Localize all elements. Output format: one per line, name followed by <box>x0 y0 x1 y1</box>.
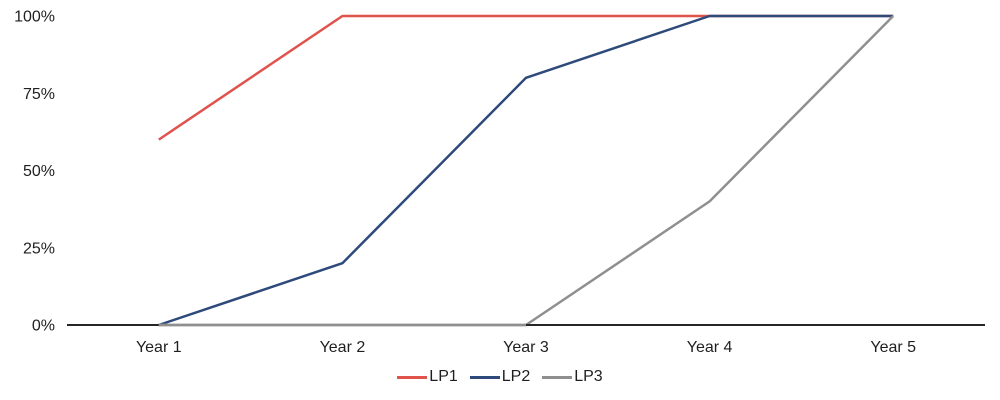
legend-label-lp2: LP2 <box>501 368 531 385</box>
series-line-lp2 <box>158 14 894 327</box>
legend-label-lp1: LP1 <box>429 368 458 385</box>
x-tick-label: Year 1 <box>136 339 182 356</box>
x-tick-label: Year 3 <box>503 339 549 356</box>
legend-swatch-lp1 <box>397 375 428 379</box>
series-line-lp3 <box>158 15 895 327</box>
legend-label-lp3: LP3 <box>574 368 603 385</box>
legend-item-lp1: LP1 <box>397 368 458 385</box>
series-lines <box>158 14 895 327</box>
y-tick-label: 75% <box>23 86 55 103</box>
y-tick-label: 50% <box>23 163 55 180</box>
legend-item-lp2: LP2 <box>469 368 531 385</box>
y-axis-labels: 0% 25% 50% 75% 100% <box>14 9 55 335</box>
legend-swatch-lp2 <box>469 375 500 379</box>
y-tick-label: 25% <box>23 240 55 257</box>
chart-legend: LP1 LP2 LP3 <box>0 366 1000 388</box>
y-tick-label: 100% <box>14 9 55 26</box>
x-tick-label: Year 2 <box>320 339 366 356</box>
legend-swatch-lp3 <box>542 375 573 379</box>
x-tick-label: Year 4 <box>687 339 733 356</box>
x-axis-labels: Year 1 Year 2 Year 3 Year 4 Year 5 <box>136 339 916 356</box>
legend-item-lp3: LP3 <box>542 368 603 385</box>
x-tick-label: Year 5 <box>870 339 916 356</box>
y-tick-label: 0% <box>32 318 55 335</box>
